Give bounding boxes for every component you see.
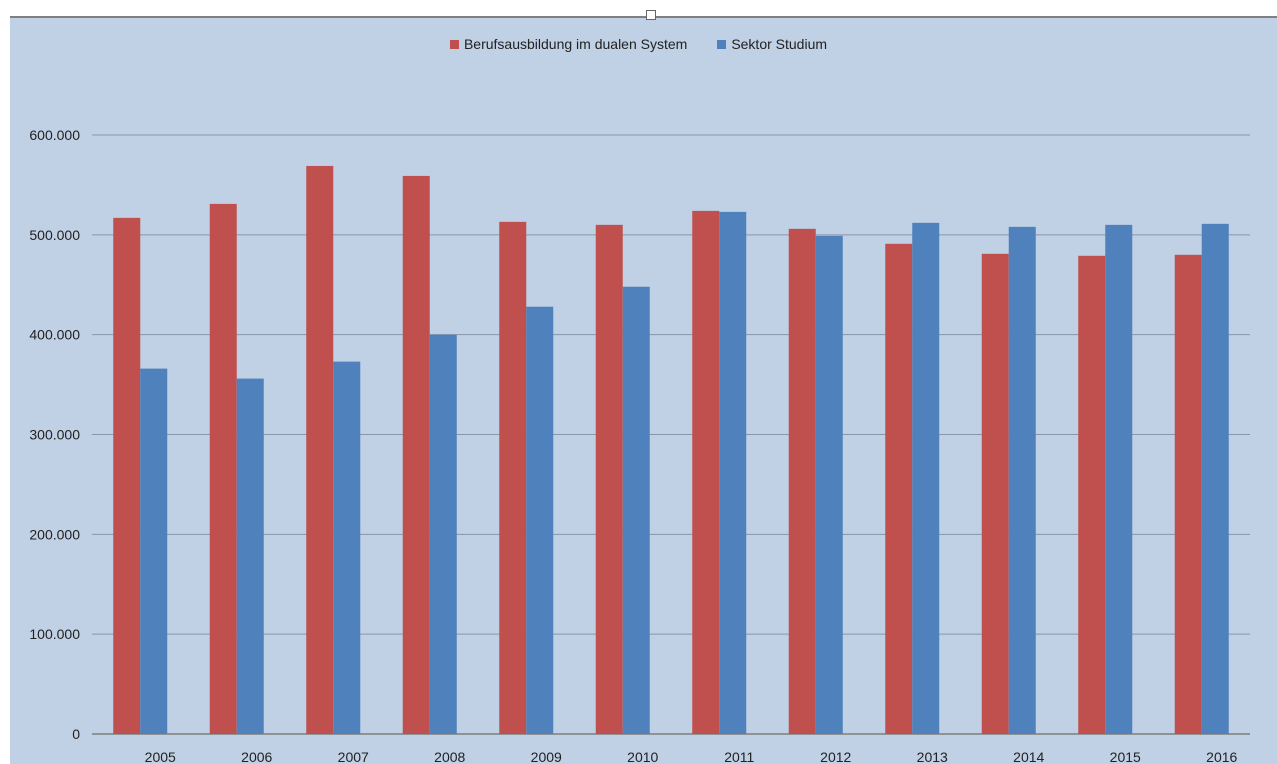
x-tick-label: 2013 [917, 749, 948, 764]
chart-frame-border [10, 16, 1277, 19]
y-tick-label: 400.000 [29, 327, 80, 343]
bar-dual-2007 [306, 165, 334, 734]
legend-item-studium: Sektor Studium [717, 36, 827, 52]
y-tick-label: 0 [72, 726, 80, 742]
x-tick-label: 2016 [1206, 749, 1237, 764]
y-tick-label: 600.000 [29, 127, 80, 143]
bar-dual-2005 [113, 217, 141, 734]
bar-dual-2010 [595, 224, 623, 734]
bar-dual-2012 [788, 228, 816, 735]
bar-dual-2011 [692, 210, 720, 734]
y-tick-label: 300.000 [29, 427, 80, 443]
legend-swatch-dual [449, 39, 459, 49]
bar-studium-2010 [622, 286, 650, 734]
y-tick-label: 500.000 [29, 227, 80, 243]
bar-dual-2014 [981, 253, 1009, 734]
bar-studium-2006 [236, 378, 264, 734]
x-tick-label: 2014 [1013, 749, 1044, 764]
bar-dual-2006 [209, 203, 237, 734]
bar-studium-2015 [1105, 224, 1133, 734]
bar-studium-2012 [815, 235, 843, 734]
bar-studium-2009 [526, 306, 554, 734]
bar-studium-2007 [333, 361, 361, 734]
legend-label-dual: Berufsausbildung im dualen System [463, 36, 688, 52]
x-tick-label: 2007 [338, 749, 369, 764]
bar-studium-2014 [1008, 226, 1036, 734]
legend: Berufsausbildung im dualen System Sektor… [0, 36, 1277, 52]
resize-handle[interactable] [646, 10, 656, 20]
x-tick-label: 2011 [724, 749, 754, 764]
bar-dual-2015 [1078, 255, 1106, 734]
x-tick-label: 2012 [820, 749, 851, 764]
x-tick-label: 2005 [145, 749, 176, 764]
bar-studium-2005 [140, 368, 168, 734]
x-tick-label: 2006 [241, 749, 272, 764]
bar-dual-2009 [499, 221, 527, 735]
bar-dual-2016 [1174, 254, 1202, 735]
x-tick-label: 2008 [434, 749, 465, 764]
y-tick-label: 100.000 [29, 626, 80, 642]
bar-studium-2011 [719, 211, 747, 734]
bar-studium-2016 [1201, 223, 1229, 734]
legend-label-studium: Sektor Studium [731, 36, 828, 52]
x-tick-label: 2010 [627, 749, 658, 764]
y-tick-label: 200.000 [29, 526, 80, 542]
x-tick-label: 2009 [531, 749, 562, 764]
legend-swatch-studium [717, 39, 727, 49]
x-tick-label: 2015 [1110, 749, 1141, 764]
legend-item-dual: Berufsausbildung im dualen System [449, 36, 688, 52]
bar-studium-2013 [912, 222, 940, 734]
bar-studium-2008 [429, 334, 457, 734]
bar-dual-2013 [885, 243, 913, 734]
bar-dual-2008 [402, 175, 430, 735]
